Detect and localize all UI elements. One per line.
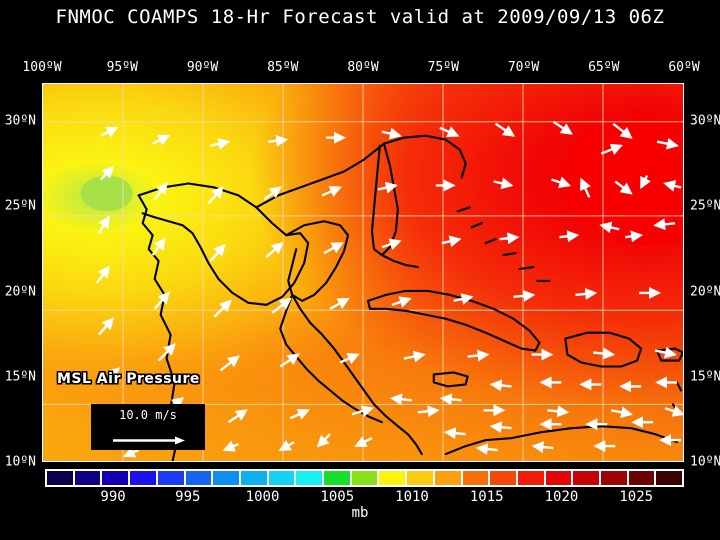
colorbar-tick-label: 1015 <box>469 489 504 505</box>
colorbar-tick-label: 1000 <box>245 489 280 505</box>
colorbar-tick-label: 1005 <box>320 489 355 505</box>
lat-tick-label: 10ºN <box>4 454 36 470</box>
colorbar-tick-label: 995 <box>175 489 201 505</box>
coastlines <box>137 134 683 461</box>
lon-tick-label: 70ºW <box>507 60 540 75</box>
lat-tick-label: 10ºN <box>690 454 720 470</box>
lat-tick-label: 30ºN <box>690 113 720 129</box>
lat-tick-label: 20ºN <box>4 284 36 299</box>
map-canvas <box>43 84 683 461</box>
colorbar-segment <box>572 470 601 486</box>
colorbar-segment <box>655 470 684 486</box>
colorbar-segment <box>600 470 628 486</box>
wind-scale-label: 10.0 m/s <box>119 408 177 422</box>
lat-lon-grid <box>43 84 683 461</box>
lon-tick-label: 75ºW <box>427 60 459 75</box>
colorbar-segment <box>627 470 656 486</box>
field-label: MSL Air Pressure <box>57 371 200 387</box>
lat-tick-label: 25ºN <box>4 198 36 214</box>
lon-tick-label: 60ºW <box>668 60 700 75</box>
colorbar-segment <box>73 470 102 486</box>
colorbar-tick-label: 1025 <box>619 489 654 505</box>
longitude-axis-top: 100ºW 95ºW 90ºW 85ºW 80ºW 75ºW 70ºW 65ºW 60ºW <box>0 60 720 76</box>
colorbar-tick-label: 1010 <box>395 489 429 505</box>
wind-scale-arrow-icon <box>113 436 185 445</box>
lat-tick-label: 30ºN <box>4 113 36 129</box>
colorbar-segment <box>433 470 462 486</box>
colorbar-segment <box>101 470 130 486</box>
colorbar-segment <box>406 470 434 486</box>
colorbar-tick-label: 990 <box>100 489 126 505</box>
lat-tick-label: 20ºN <box>690 284 720 299</box>
colorbar-segment <box>516 470 545 486</box>
colorbar-tick-label: 1020 <box>544 489 579 505</box>
figure-title: FNMOC COAMPS 18-Hr Forecast valid at 200… <box>55 6 665 28</box>
lat-tick-label: 25ºN <box>690 198 720 214</box>
colorbar-segment <box>129 470 157 486</box>
map-plot-area: MSL Air Pressure 10.0 m/s <box>42 83 684 462</box>
wind-scale-box: 10.0 m/s <box>91 404 205 450</box>
lon-tick-label: 65ºW <box>588 60 620 75</box>
lat-tick-label: 15ºN <box>690 369 720 385</box>
colorbar-segment <box>461 470 490 486</box>
colorbar-segment <box>184 470 213 486</box>
colorbar-segment <box>156 470 185 486</box>
colorbar-segment <box>323 470 351 486</box>
colorbar-segment <box>239 470 268 486</box>
lat-tick-label: 15ºN <box>4 369 36 385</box>
colorbar-segment <box>544 470 573 486</box>
lon-tick-label: 80ºW <box>347 60 379 75</box>
colorbar-segment <box>489 470 517 486</box>
lon-tick-label: 95ºW <box>106 60 138 75</box>
colorbar[interactable] <box>45 469 684 487</box>
colorbar-segment <box>295 470 324 486</box>
lon-tick-label: 100ºW <box>22 60 62 75</box>
lon-tick-label: 90ºW <box>186 60 219 75</box>
lon-tick-label: 85ºW <box>267 60 299 75</box>
colorbar-segment <box>350 470 379 486</box>
colorbar-segment <box>378 470 407 486</box>
colorbar-segment <box>267 470 296 486</box>
colorbar-segment <box>46 470 74 486</box>
colorbar-unit-label: mb <box>351 505 369 521</box>
colorbar-segment <box>212 470 240 486</box>
